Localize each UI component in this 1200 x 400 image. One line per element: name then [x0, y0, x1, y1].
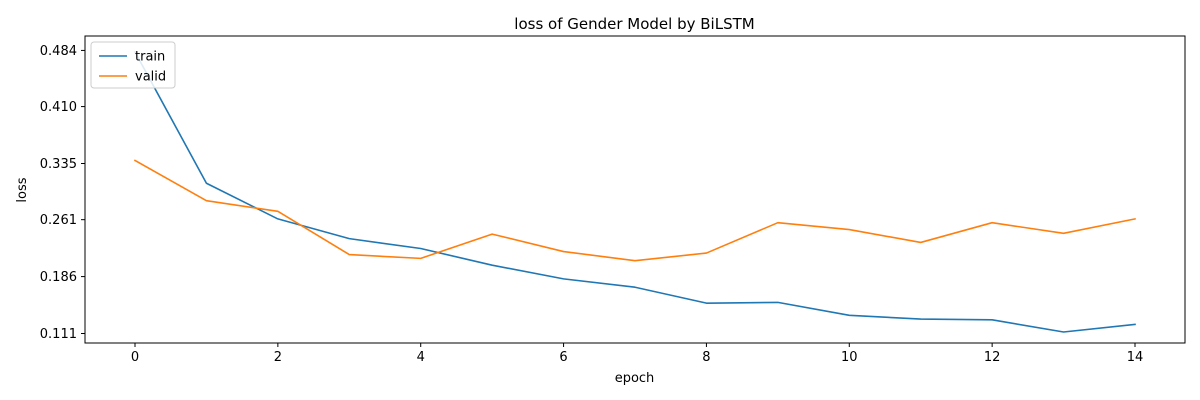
- x-tick-label: 6: [559, 350, 567, 365]
- chart-title: loss of Gender Model by BiLSTM: [514, 15, 754, 33]
- plot-area: [84, 35, 1186, 344]
- y-tick-label: 0.484: [40, 44, 77, 59]
- x-tick-label: 12: [984, 350, 1001, 365]
- legend: train valid: [90, 41, 176, 89]
- x-tick-label: 0: [131, 350, 139, 365]
- series-line-valid: [133, 159, 1136, 262]
- y-tick-label: 0.186: [40, 270, 77, 285]
- y-tick-label: 0.335: [40, 157, 77, 172]
- x-tick-label: 8: [702, 350, 710, 365]
- y-axis-title: loss: [15, 177, 30, 202]
- legend-label-valid: valid: [135, 70, 166, 85]
- x-axis: 0 2 4 6 8 10 12 14: [131, 343, 1143, 365]
- y-tick-label: 0.111: [40, 327, 77, 342]
- series-line-train: [133, 50, 1136, 333]
- x-tick-label: 14: [1127, 350, 1144, 365]
- y-axis: 0.111 0.186 0.261 0.335 0.410 0.484: [40, 44, 85, 342]
- y-tick-label: 0.261: [40, 213, 77, 228]
- x-tick-label: 4: [417, 350, 425, 365]
- legend-label-train: train: [135, 50, 165, 65]
- y-tick-label: 0.410: [40, 100, 77, 115]
- series-layer: [133, 50, 1136, 333]
- x-tick-label: 10: [841, 350, 858, 365]
- x-tick-label: 2: [274, 350, 282, 365]
- x-axis-title: epoch: [615, 371, 655, 386]
